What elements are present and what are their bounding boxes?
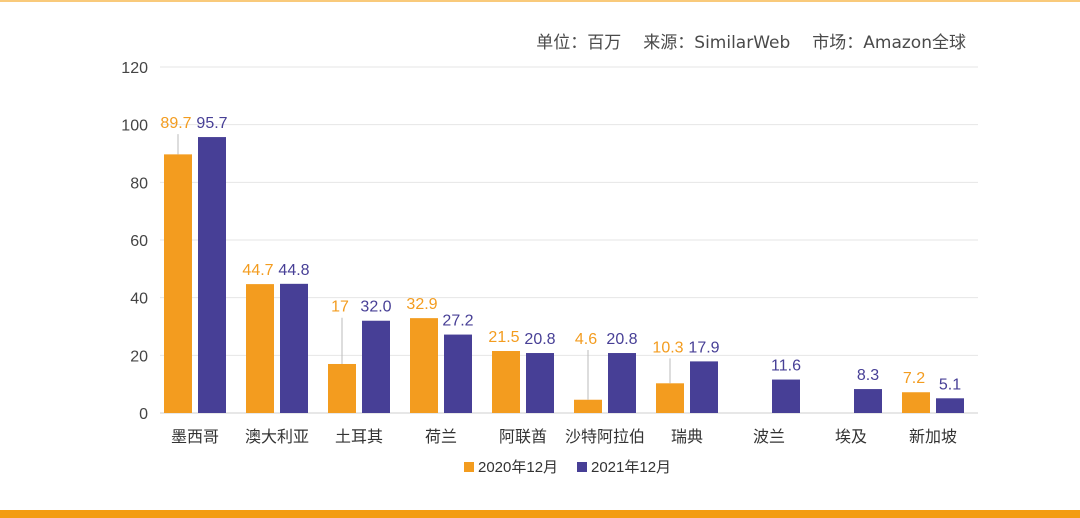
data-label: 27.2	[442, 313, 473, 330]
legend-swatch	[464, 462, 474, 472]
bar	[690, 361, 718, 413]
bar	[526, 353, 554, 413]
bar	[246, 284, 274, 413]
y-tick-label: 100	[121, 118, 148, 135]
source-label: 来源：SimilarWeb	[643, 33, 791, 53]
bottom-accent-rule	[0, 510, 1080, 518]
data-label: 5.1	[939, 376, 961, 393]
data-label: 11.6	[771, 358, 801, 375]
data-label: 20.8	[524, 331, 555, 348]
y-tick-label: 20	[130, 348, 148, 365]
bar	[362, 320, 390, 413]
category-label: 新加坡	[909, 427, 957, 446]
data-label: 4.6	[575, 331, 597, 348]
bar	[492, 351, 520, 413]
category-label: 澳大利亚	[245, 427, 309, 446]
category-label: 瑞典	[671, 427, 703, 446]
top-accent-rule	[0, 0, 1080, 2]
category-label: 波兰	[753, 427, 785, 446]
data-label: 17.9	[688, 339, 719, 356]
category-label: 土耳其	[335, 427, 383, 446]
legend-label: 2020年12月	[478, 459, 558, 476]
bar	[936, 398, 964, 413]
bar	[280, 283, 308, 413]
category-label: 沙特阿拉伯	[565, 427, 645, 446]
bar	[164, 154, 192, 414]
category-label: 荷兰	[425, 427, 457, 446]
legend-swatch	[577, 462, 587, 472]
y-tick-label: 40	[130, 291, 148, 308]
bar	[574, 399, 602, 413]
y-tick-label: 120	[121, 60, 148, 77]
data-label: 7.2	[903, 370, 925, 387]
bar	[656, 383, 684, 413]
bar	[772, 379, 800, 413]
data-label: 32.9	[406, 296, 437, 313]
data-label: 44.7	[242, 262, 273, 279]
market-label: 市场：Amazon全球	[812, 33, 966, 53]
bar	[444, 334, 472, 413]
data-label: 20.8	[606, 331, 637, 348]
bar	[902, 392, 930, 413]
data-label: 21.5	[488, 329, 519, 346]
bar	[328, 363, 356, 413]
category-label: 墨西哥	[171, 427, 219, 446]
category-label: 阿联酋	[499, 427, 547, 446]
unit-label: 单位：百万	[536, 33, 622, 53]
bar	[854, 389, 882, 413]
chart-meta: 单位：百万 来源：SimilarWeb 市场：Amazon全球	[514, 28, 966, 53]
data-label: 32.0	[360, 299, 391, 316]
data-label: 8.3	[857, 367, 879, 384]
y-tick-label: 80	[130, 175, 148, 192]
category-label: 埃及	[835, 427, 867, 446]
data-label: 95.7	[196, 115, 227, 132]
data-label: 89.7	[160, 115, 191, 132]
y-tick-label: 60	[130, 233, 148, 250]
legend-label: 2021年12月	[591, 459, 671, 476]
data-label: 10.3	[652, 339, 683, 356]
bar	[198, 137, 226, 413]
bar	[410, 318, 438, 413]
data-label: 44.8	[278, 262, 309, 279]
y-tick-label: 0	[139, 406, 148, 423]
data-label: 17	[331, 299, 349, 316]
bar	[608, 353, 636, 413]
